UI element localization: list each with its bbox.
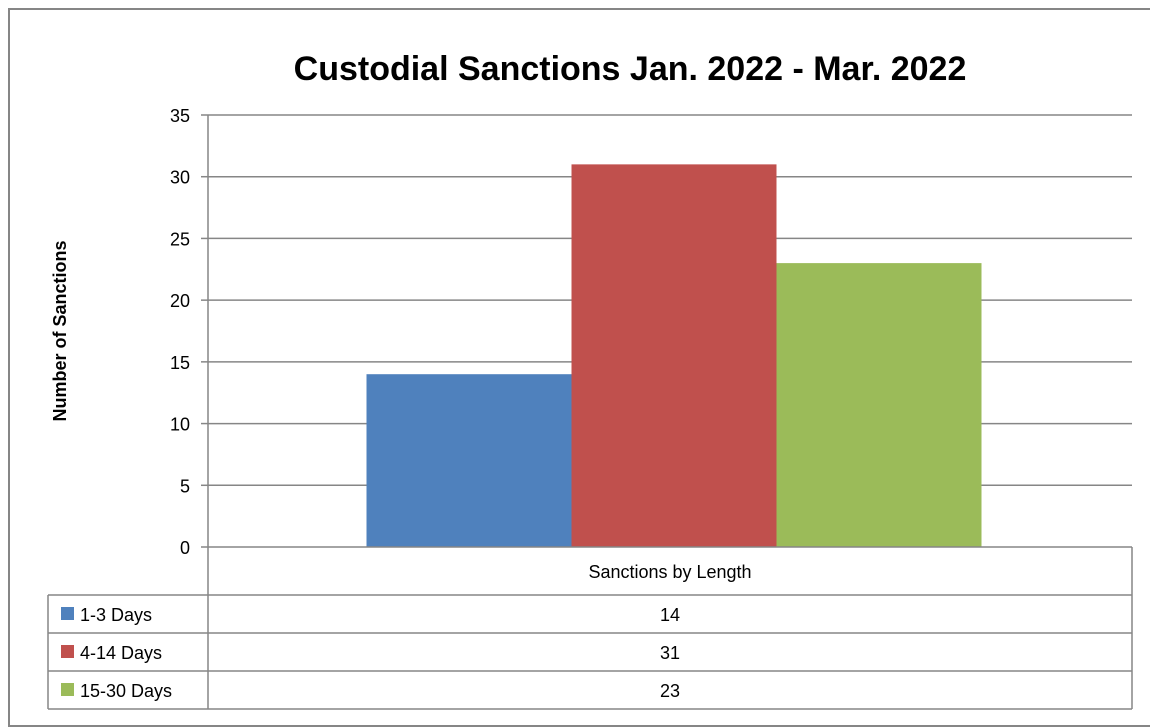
data-value: 14 bbox=[660, 605, 680, 625]
legend-label: 15-30 Days bbox=[80, 681, 172, 701]
data-table: Sanctions by Length 1-3 Days 14 4-14 Days 31… bbox=[47, 546, 1133, 710]
y-axis-label: Number of Sanctions bbox=[50, 240, 70, 421]
bar-1-3-days bbox=[366, 374, 572, 547]
legend-swatch bbox=[61, 607, 74, 620]
legend-swatch bbox=[61, 683, 74, 696]
bars bbox=[366, 164, 982, 547]
legend-swatch bbox=[61, 645, 74, 658]
bar-4-14-days bbox=[571, 164, 777, 547]
data-value: 31 bbox=[660, 643, 680, 663]
y-tick-label: 25 bbox=[170, 229, 190, 249]
legend-label: 1-3 Days bbox=[80, 605, 152, 625]
y-tick-label: 5 bbox=[180, 476, 190, 496]
bar-15-30-days bbox=[776, 263, 982, 547]
data-value: 23 bbox=[660, 681, 680, 701]
y-tick-label: 15 bbox=[170, 353, 190, 373]
y-tick-label: 0 bbox=[180, 538, 190, 558]
y-tick-labels: 0 5 10 15 20 25 30 35 bbox=[170, 106, 190, 558]
y-tick-label: 20 bbox=[170, 291, 190, 311]
x-category-label: Sanctions by Length bbox=[588, 562, 751, 582]
y-tick-label: 35 bbox=[170, 106, 190, 126]
chart-title: Custodial Sanctions Jan. 2022 - Mar. 202… bbox=[294, 50, 967, 88]
y-tick-label: 10 bbox=[170, 415, 190, 435]
legend-label: 4-14 Days bbox=[80, 643, 162, 663]
y-tick-label: 30 bbox=[170, 168, 190, 188]
